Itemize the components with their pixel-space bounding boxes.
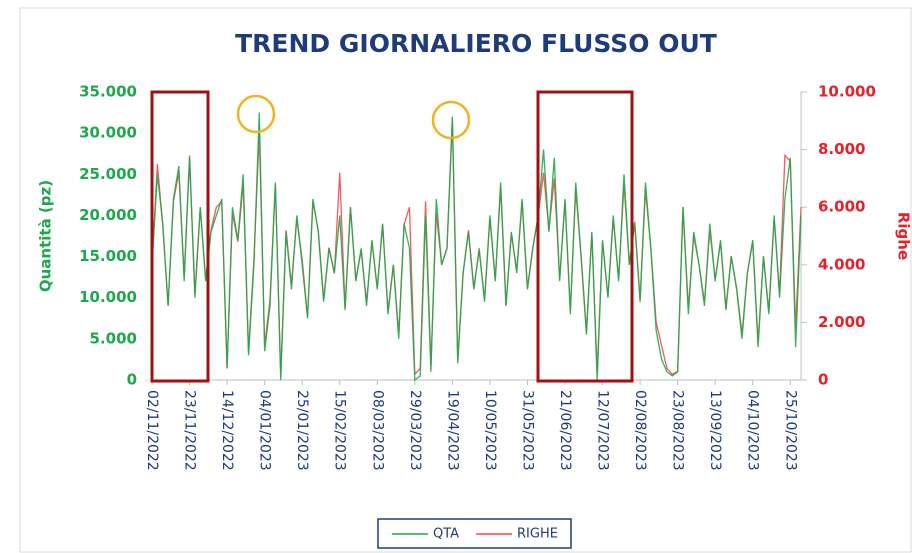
y-tick-label: 20.000 xyxy=(79,206,137,224)
y2-tick-label: 6.000 xyxy=(818,198,865,216)
x-tick-label: 25/10/2023 xyxy=(782,390,798,471)
y-tick-label: 30.000 xyxy=(79,124,137,142)
line-series xyxy=(151,112,802,382)
y2-axis-title: Righe xyxy=(895,212,912,260)
legend-label: RIGHE xyxy=(517,527,558,542)
x-tick-label: 29/03/2023 xyxy=(407,390,423,471)
x-tick-label: 04/10/2023 xyxy=(745,390,761,471)
x-tick-label: 19/04/2023 xyxy=(444,390,460,471)
y-tick-label: 35.000 xyxy=(79,83,137,101)
x-tick-label: 23/11/2022 xyxy=(182,390,198,471)
x-tick-label: 31/05/2023 xyxy=(519,390,535,471)
y2-tick-label: 2.000 xyxy=(818,313,865,331)
x-tick-label: 12/07/2023 xyxy=(595,390,611,471)
x-tick-label: 04/01/2023 xyxy=(257,390,273,471)
x-tick-label: 13/09/2023 xyxy=(707,390,723,471)
highlight-circle xyxy=(236,94,276,134)
y-axis-title: Quantità (pz) xyxy=(37,180,55,292)
x-tick-label: 14/12/2022 xyxy=(219,390,235,471)
legend-label: QTA xyxy=(433,527,459,542)
plot-area: 0 5.000 10.000 15.000 20.000 25.000 30.000 35.0… xyxy=(79,83,876,471)
y2-tick-label: 4.000 xyxy=(818,255,865,273)
y-tick-label: 15.000 xyxy=(79,247,137,265)
y-tick-label: 10.000 xyxy=(79,288,137,306)
y-tick-label: 25.000 xyxy=(79,165,137,183)
x-tick-label: 02/11/2022 xyxy=(144,390,160,471)
y-tick-label: 5.000 xyxy=(90,329,137,347)
x-tick-label: 08/03/2023 xyxy=(369,390,385,471)
y2-tick-label: 8.000 xyxy=(818,140,865,158)
x-tick-label: 21/06/2023 xyxy=(557,390,573,471)
x-tick-label: 25/01/2023 xyxy=(294,390,310,471)
x-tick-label: 23/08/2023 xyxy=(670,390,686,471)
x-tick-label: 02/08/2023 xyxy=(632,390,648,471)
highlight-circle xyxy=(431,100,471,140)
y2-tick-label: 10.000 xyxy=(818,83,876,101)
y-tick-label: 0 xyxy=(127,371,137,389)
y2-tick-label: 0 xyxy=(818,371,828,389)
highlight-box xyxy=(536,90,634,383)
legend: QTA RIGHE xyxy=(377,518,572,549)
x-tick-label: 15/02/2023 xyxy=(332,390,348,471)
highlight-box xyxy=(150,90,210,383)
chart-title: TREND GIORNALIERO FLUSSO OUT xyxy=(235,29,717,58)
x-tick-label: 10/05/2023 xyxy=(482,390,498,471)
